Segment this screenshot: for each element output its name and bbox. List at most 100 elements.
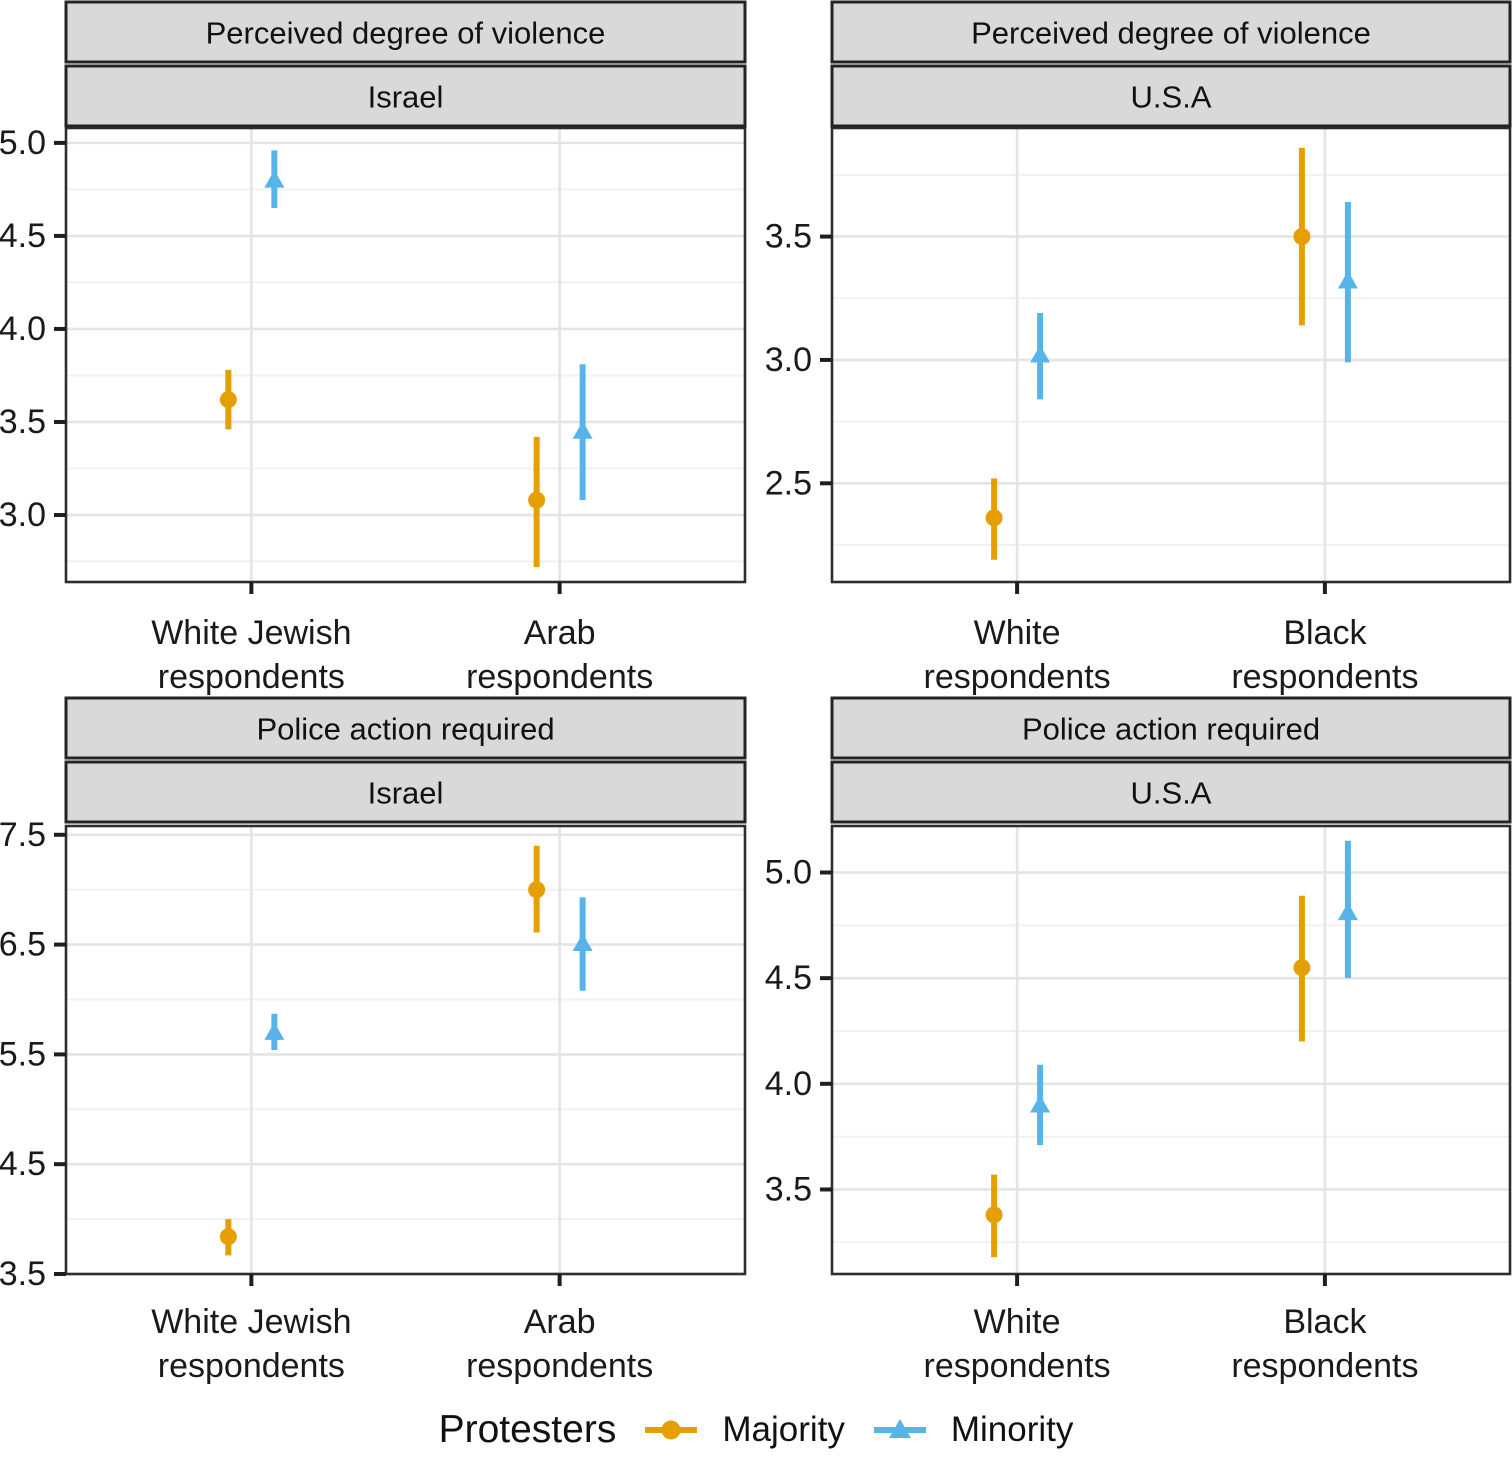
strip-country-label: Israel [368,80,444,115]
x-tick-label: respondents [924,1347,1111,1385]
majority-key-icon [645,1420,698,1440]
y-tick-label: 2.5 [765,464,812,502]
facet-panel: Police action required Israel 3.5 4.5 5.5 6.5… [0,696,747,1385]
point-marker-triangle [264,1022,285,1040]
point-marker-triangle [1337,902,1358,921]
y-tick-label: 3.5 [0,1255,46,1293]
x-tick-label: respondents [924,658,1111,696]
strip-measure-label: Perceived degree of violence [206,16,606,51]
panel-border [830,126,1512,584]
series-minority [1030,202,1358,400]
series-majority [985,147,1311,560]
y-axis: 2.5 3.0 3.5 [765,218,832,502]
x-tick-label: White Jewish [151,614,351,652]
strip-country-box [830,64,1512,128]
plot-background [66,826,745,1274]
facet-panel: Police action required U.S.A 3.5 4.0 4.5 5.0 W… [765,696,1512,1385]
legend-item-majority: Majority [642,1410,845,1450]
strip-country-label: U.S.A [1131,80,1212,115]
point-marker-triangle [1030,345,1051,363]
gridlines [832,128,1510,582]
y-tick-label: 4.0 [0,310,46,348]
point-marker-triangle [1337,270,1358,289]
point-marker-triangle [572,933,593,951]
y-axis: 3.0 3.5 4.0 4.5 5.0 [0,124,66,534]
x-tick-label: White [974,1303,1061,1341]
y-tick-label: 5.0 [765,853,812,891]
point-marker-circle [219,391,237,409]
plot-background [832,128,1510,582]
y-axis: 3.5 4.0 4.5 5.0 [765,853,832,1208]
legend-label-minority: Minority [950,1410,1074,1449]
series-minority [264,150,593,501]
point-marker-circle [528,881,546,899]
strip-country-label: U.S.A [1131,776,1212,811]
x-tick-label: Arab [524,1303,596,1341]
legend: Protesters Majority Minority [0,1408,1512,1452]
strip-country-box [64,760,747,824]
y-tick-label: 4.5 [0,217,46,255]
strip-country-box [64,64,747,128]
facet-panel: Perceived degree of violence Israel 3.0 3.5… [0,0,747,696]
point-marker-triangle [572,421,593,439]
legend-label-majority: Majority [722,1410,845,1449]
x-tick-label: respondents [1231,658,1418,696]
panel-border [64,824,747,1276]
point-marker-triangle [264,170,285,188]
strip-measure-label: Police action required [256,712,554,747]
strip-measure-label: Perceived degree of violence [971,16,1371,51]
strip-country-label: Israel [368,776,444,811]
y-tick-label: 4.0 [765,1065,812,1103]
series-majority [219,845,546,1256]
plot-background [66,128,745,582]
facet-panel: Perceived degree of violence U.S.A 2.5 3.0 3… [765,0,1512,696]
minority-key-icon [873,1419,926,1438]
x-tick-label: White [974,614,1061,652]
strip-measure-box [830,696,1512,760]
y-tick-label: 3.5 [0,403,46,441]
series-minority [264,897,593,1050]
y-tick-label: 6.5 [0,926,46,964]
series-majority [219,369,546,568]
x-tick-label: respondents [466,1347,653,1385]
y-tick-label: 7.5 [0,816,46,854]
x-tick-label: respondents [158,1347,345,1385]
x-tick-label: respondents [466,658,653,696]
y-tick-label: 3.0 [0,496,46,534]
x-tick-label: Arab [524,614,596,652]
x-tick-label: Black [1283,614,1367,652]
x-axis: White Jewish respondents Arab respondents [151,1274,653,1385]
y-axis: 3.5 4.5 5.5 6.5 7.5 [0,816,66,1293]
plot-background [832,826,1510,1274]
y-tick-label: 4.5 [0,1145,46,1183]
point-marker-circle [985,1206,1003,1224]
y-tick-label: 3.0 [765,341,812,379]
panel-border [830,824,1512,1276]
point-marker-circle [528,491,546,509]
gridlines [832,826,1510,1274]
x-tick-label: Black [1283,1303,1367,1341]
y-tick-label: 4.5 [765,959,812,997]
y-tick-label: 5.5 [0,1035,46,1073]
strip-measure-label: Police action required [1022,712,1320,747]
legend-item-minority: Minority [871,1410,1074,1450]
strip-measure-box [830,0,1512,64]
y-tick-label: 3.5 [765,1170,812,1208]
y-tick-label: 5.0 [0,124,46,162]
point-marker-circle [219,1228,237,1246]
legend-title: Protesters [438,1408,617,1451]
x-axis: White respondents Black respondents [924,1274,1418,1385]
strip-measure-box [64,696,747,760]
panel-border [64,126,747,584]
x-axis: White respondents Black respondents [924,582,1418,696]
strip-measure-box [64,0,747,64]
x-axis: White Jewish respondents Arab respondents [151,582,653,696]
series-minority [1030,840,1358,1146]
point-marker-triangle [1030,1094,1051,1113]
point-marker-circle [1293,228,1311,246]
point-marker-circle [1293,959,1311,977]
x-tick-label: White Jewish [151,1303,351,1341]
series-majority [985,895,1311,1258]
